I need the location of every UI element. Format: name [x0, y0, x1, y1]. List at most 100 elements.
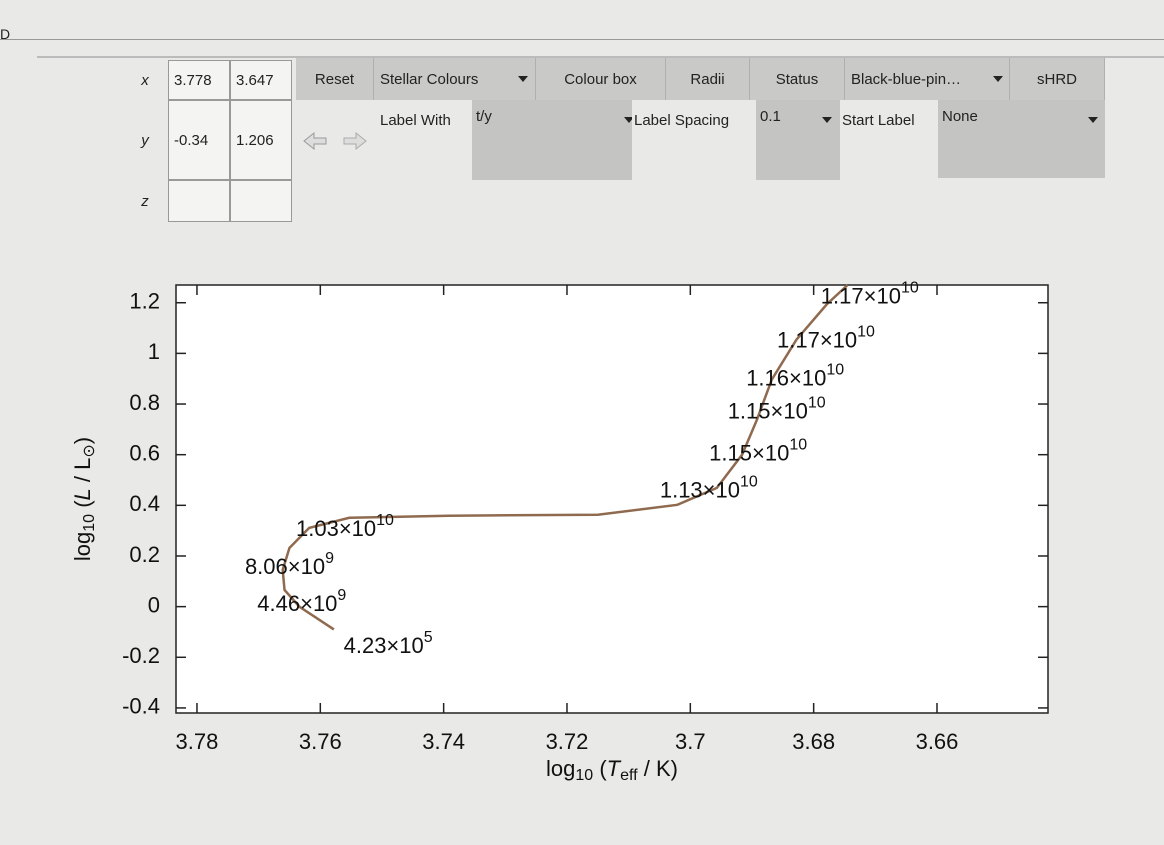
- label-with-dropdown[interactable]: t/y: [472, 100, 632, 180]
- axis-label-part: (: [70, 500, 95, 514]
- y-tick-label: 0.4: [129, 491, 160, 516]
- track-label: 1.15×1010: [728, 395, 826, 424]
- axis-label-part: (: [593, 756, 607, 781]
- y-tick-label: 1.2: [129, 289, 160, 314]
- label-with-label: Label With: [380, 100, 472, 140]
- track-label: 4.46×109: [257, 587, 346, 616]
- x-tick-label: 3.68: [792, 729, 835, 754]
- stellar-colours-dropdown[interactable]: Stellar Colours: [374, 58, 536, 100]
- radii-button[interactable]: Radii: [666, 58, 750, 100]
- dropdown-arrow: [822, 117, 832, 123]
- label-exponent: 10: [376, 512, 394, 529]
- label-exponent: 10: [826, 362, 844, 379]
- dropdown-arrow: [624, 117, 632, 123]
- y-tick-label: -0.4: [122, 694, 160, 719]
- axis-label-part: 10: [575, 767, 593, 784]
- axis-label-part: ): [70, 437, 95, 444]
- x-tick-label: 3.74: [422, 729, 465, 754]
- y-min-field[interactable]: -0.34: [168, 100, 230, 180]
- z-max-field[interactable]: [230, 180, 292, 222]
- x-max-field[interactable]: 3.647: [230, 60, 292, 100]
- x-tick-label: 3.72: [546, 729, 589, 754]
- z-min-field[interactable]: [168, 180, 230, 222]
- label-exponent: 9: [337, 587, 346, 604]
- x-tick-label: 3.66: [916, 729, 959, 754]
- label-mantissa: 1.13×10: [660, 477, 740, 502]
- y-tick-label: -0.2: [122, 643, 160, 668]
- label-exponent: 10: [857, 324, 875, 341]
- track-label: 1.15×1010: [709, 437, 807, 466]
- y-label: y: [130, 100, 160, 180]
- label-mantissa: 4.46×10: [257, 591, 337, 616]
- track-label: 1.17×1010: [777, 324, 875, 353]
- label-spacing-dropdown[interactable]: 0.1: [756, 100, 840, 180]
- axis-label-part: log: [70, 532, 95, 561]
- axis-label-part: ⊙: [81, 444, 98, 457]
- dropdown-text: Stellar Colours: [380, 71, 478, 88]
- label-mantissa: 1.17×10: [777, 328, 857, 353]
- label-mantissa: 1.15×10: [709, 440, 789, 465]
- axis-label-part: L: [70, 488, 95, 500]
- status-button[interactable]: Status: [750, 58, 845, 100]
- dropdown-text: None: [942, 108, 978, 125]
- evolution-track: [283, 285, 848, 629]
- track-label: 8.06×109: [245, 550, 334, 579]
- colour-box-button[interactable]: Colour box: [536, 58, 666, 100]
- axis-label-part: log: [546, 756, 575, 781]
- x-axis-label: log10 (Teff / K): [546, 756, 678, 784]
- label-exponent: 10: [808, 395, 826, 412]
- x-min-field[interactable]: 3.778: [168, 60, 230, 100]
- y-tick-label: 0.6: [129, 440, 160, 465]
- track-label: 4.23×105: [344, 629, 433, 658]
- label-mantissa: 1.03×10: [296, 516, 376, 541]
- axis-label-part: / L: [70, 458, 95, 489]
- label-mantissa: 1.15×10: [728, 398, 808, 423]
- plot-area: [176, 285, 1048, 713]
- x-tick-label: 3.7: [675, 729, 706, 754]
- dropdown-text: t/y: [476, 108, 492, 125]
- dropdown-text: 0.1: [760, 108, 781, 125]
- z-label: z: [130, 180, 160, 222]
- colour-scheme-dropdown[interactable]: Black-blue-pin…: [845, 58, 1010, 100]
- dropdown-arrow: [993, 76, 1003, 82]
- page: D x 3.778 3.647 Reset Stellar Colours Co…: [0, 0, 1164, 845]
- back-arrow[interactable]: [304, 133, 326, 149]
- track-label: 1.03×1010: [296, 512, 394, 541]
- label-exponent: 10: [789, 437, 807, 454]
- shrd-button[interactable]: sHRD: [1010, 58, 1105, 100]
- y-tick-label: 0: [148, 592, 160, 617]
- start-label-dropdown[interactable]: None: [938, 100, 1105, 178]
- dropdown-text: Black-blue-pin…: [851, 71, 961, 88]
- label-exponent: 10: [740, 474, 758, 491]
- y-tick-label: 0.8: [129, 390, 160, 415]
- label-mantissa: 8.06×10: [245, 554, 325, 579]
- label-spacing-label: Label Spacing: [634, 100, 756, 140]
- dropdown-arrow: [1088, 117, 1098, 123]
- forward-arrow[interactable]: [344, 133, 366, 149]
- y-tick-label: 0.2: [129, 542, 160, 567]
- track-label: 1.13×1010: [660, 474, 758, 503]
- x-label: x: [130, 60, 160, 100]
- title-text: D: [0, 26, 10, 40]
- axis-label-part: / K): [638, 756, 678, 781]
- label-exponent: 10: [901, 280, 919, 297]
- track-label: 1.16×1010: [746, 362, 844, 391]
- label-mantissa: 4.23×10: [344, 633, 424, 658]
- axis-label-part: eff: [620, 767, 638, 784]
- axis-label-part: 10: [81, 514, 98, 532]
- dropdown-arrow: [518, 76, 528, 82]
- x-tick-label: 3.76: [299, 729, 342, 754]
- label-exponent: 5: [424, 629, 433, 646]
- axis-label-part: T: [607, 756, 622, 781]
- label-mantissa: 1.16×10: [746, 366, 826, 391]
- x-tick-label: 3.78: [176, 729, 219, 754]
- label-exponent: 9: [325, 550, 334, 567]
- y-axis-label: log10 (L / L⊙): [70, 437, 98, 561]
- y-max-field[interactable]: 1.206: [230, 100, 292, 180]
- track-label: 1.17×1010: [821, 280, 919, 309]
- y-tick-label: 1: [148, 339, 160, 364]
- label-mantissa: 1.17×10: [821, 283, 901, 308]
- start-label-label: Start Label: [842, 100, 938, 140]
- nav-arrows[interactable]: [300, 128, 370, 154]
- reset-button[interactable]: Reset: [296, 58, 374, 100]
